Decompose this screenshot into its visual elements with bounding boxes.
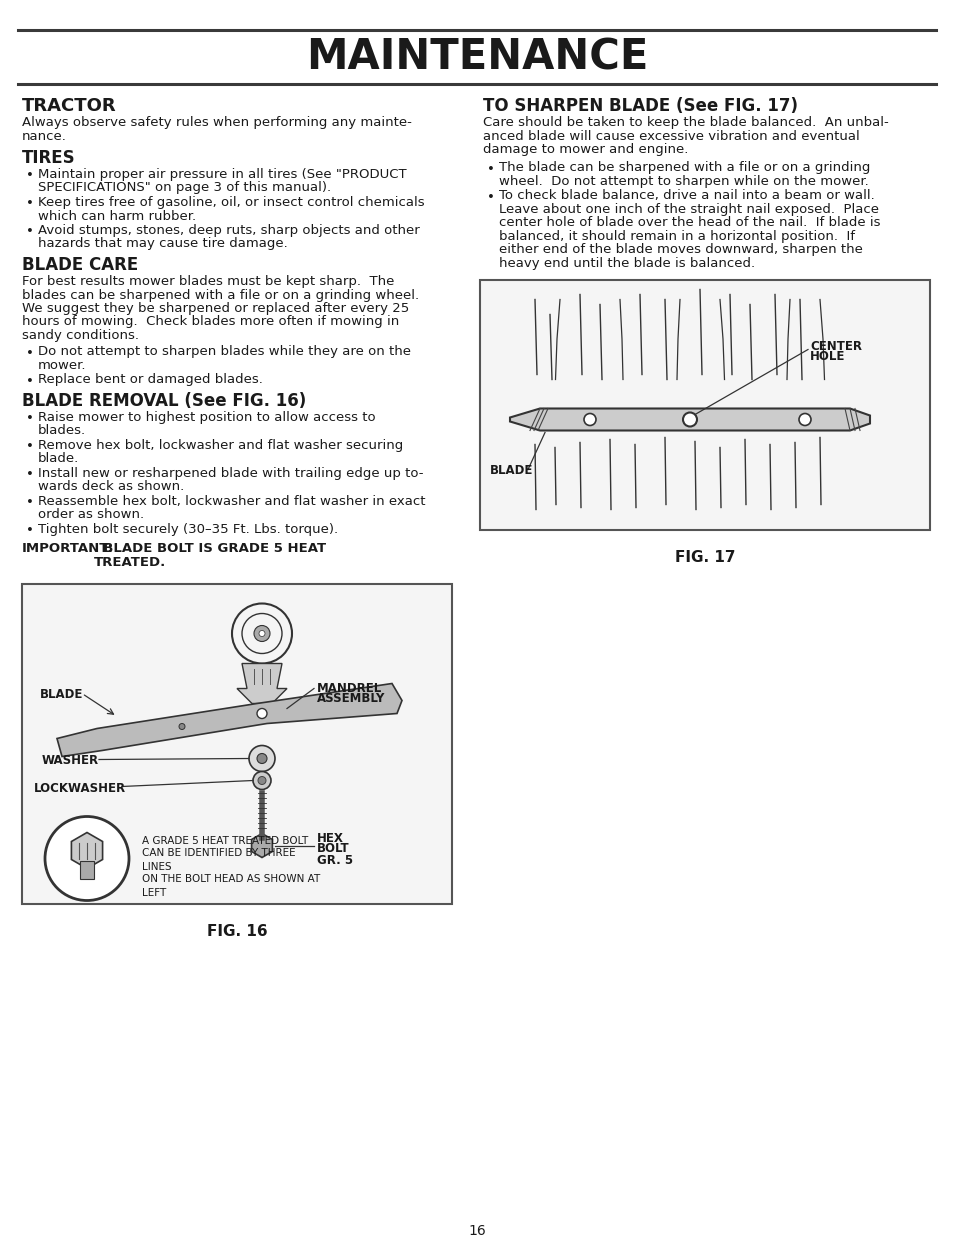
Circle shape	[799, 414, 810, 426]
Polygon shape	[57, 683, 401, 757]
Text: HEX: HEX	[316, 831, 343, 845]
Text: order as shown.: order as shown.	[38, 509, 144, 521]
Text: nance.: nance.	[22, 130, 67, 142]
Text: •: •	[26, 468, 34, 480]
Text: •: •	[26, 496, 34, 509]
Circle shape	[256, 753, 267, 763]
Text: Replace bent or damaged blades.: Replace bent or damaged blades.	[38, 373, 263, 387]
Text: TO SHARPEN BLADE (See FIG. 17): TO SHARPEN BLADE (See FIG. 17)	[482, 98, 797, 115]
Polygon shape	[236, 663, 287, 704]
Text: •: •	[26, 412, 34, 425]
Text: blade.: blade.	[38, 452, 79, 466]
Text: SPECIFICATIONS" on page 3 of this manual).: SPECIFICATIONS" on page 3 of this manual…	[38, 182, 331, 194]
Text: Keep tires free of gasoline, oil, or insect control chemicals: Keep tires free of gasoline, oil, or ins…	[38, 196, 424, 209]
Circle shape	[256, 709, 267, 719]
Text: Care should be taken to keep the blade balanced.  An unbal-: Care should be taken to keep the blade b…	[482, 116, 888, 128]
Text: wheel.  Do not attempt to sharpen while on the mower.: wheel. Do not attempt to sharpen while o…	[498, 175, 868, 188]
Polygon shape	[252, 834, 273, 857]
Text: 16: 16	[468, 1224, 485, 1235]
Text: MAINTENANCE: MAINTENANCE	[306, 37, 647, 79]
Circle shape	[253, 625, 270, 641]
Text: MANDREL: MANDREL	[316, 682, 382, 694]
Polygon shape	[510, 409, 869, 431]
Bar	[80, 861, 94, 878]
Text: BLADE: BLADE	[40, 688, 83, 701]
Text: either end of the blade moves downward, sharpen the: either end of the blade moves downward, …	[498, 243, 862, 257]
Text: Install new or resharpened blade with trailing edge up to-: Install new or resharpened blade with tr…	[38, 467, 423, 480]
Text: We suggest they be sharpened or replaced after every 25: We suggest they be sharpened or replaced…	[22, 303, 409, 315]
Circle shape	[583, 414, 596, 426]
Bar	[22, 583, 452, 904]
Text: BLADE CARE: BLADE CARE	[22, 256, 138, 274]
Text: LEFT: LEFT	[142, 888, 166, 898]
Text: Remove hex bolt, lockwasher and flat washer securing: Remove hex bolt, lockwasher and flat was…	[38, 438, 403, 452]
Text: •: •	[26, 524, 34, 537]
Text: The blade can be sharpened with a file or on a grinding: The blade can be sharpened with a file o…	[498, 162, 869, 174]
Polygon shape	[71, 832, 103, 868]
Text: •: •	[26, 198, 34, 210]
Circle shape	[249, 746, 274, 772]
Circle shape	[258, 631, 265, 636]
Text: FIG. 17: FIG. 17	[674, 550, 735, 564]
Text: BLADE BOLT IS GRADE 5 HEAT: BLADE BOLT IS GRADE 5 HEAT	[94, 542, 326, 556]
Text: CAN BE IDENTIFIED BY THREE: CAN BE IDENTIFIED BY THREE	[142, 848, 295, 858]
Text: GR. 5: GR. 5	[316, 853, 353, 867]
Circle shape	[45, 816, 129, 900]
Text: Leave about one inch of the straight nail exposed.  Place: Leave about one inch of the straight nai…	[498, 203, 878, 216]
Text: BLADE: BLADE	[490, 464, 533, 478]
Text: Tighten bolt securely (30–35 Ft. Lbs. torque).: Tighten bolt securely (30–35 Ft. Lbs. to…	[38, 522, 337, 536]
Text: WASHER: WASHER	[42, 753, 99, 767]
Circle shape	[253, 772, 271, 789]
Text: •: •	[26, 440, 34, 453]
Circle shape	[682, 412, 697, 426]
Circle shape	[683, 414, 696, 426]
Text: •: •	[26, 374, 34, 388]
Text: TIRES: TIRES	[22, 149, 75, 167]
Text: blades can be sharpened with a file or on a grinding wheel.: blades can be sharpened with a file or o…	[22, 289, 418, 301]
Text: sandy conditions.: sandy conditions.	[22, 329, 139, 342]
Text: blades.: blades.	[38, 425, 86, 437]
Text: Raise mower to highest position to allow access to: Raise mower to highest position to allow…	[38, 411, 375, 424]
Text: •: •	[486, 163, 495, 175]
Text: ASSEMBLY: ASSEMBLY	[316, 693, 385, 705]
Text: anced blade will cause excessive vibration and eventual: anced blade will cause excessive vibrati…	[482, 130, 859, 142]
Text: For best results mower blades must be kept sharp.  The: For best results mower blades must be ke…	[22, 275, 394, 288]
Text: TRACTOR: TRACTOR	[22, 98, 116, 115]
Text: which can harm rubber.: which can harm rubber.	[38, 210, 196, 222]
Text: •: •	[486, 190, 495, 204]
Text: LINES: LINES	[142, 862, 172, 872]
Text: mower.: mower.	[38, 359, 87, 372]
Text: To check blade balance, drive a nail into a beam or wall.: To check blade balance, drive a nail int…	[498, 189, 874, 203]
Text: heavy end until the blade is balanced.: heavy end until the blade is balanced.	[498, 257, 755, 270]
Text: CENTER: CENTER	[809, 340, 862, 352]
Text: A GRADE 5 HEAT TREATED BOLT: A GRADE 5 HEAT TREATED BOLT	[142, 836, 308, 846]
Text: Do not attempt to sharpen blades while they are on the: Do not attempt to sharpen blades while t…	[38, 346, 411, 358]
Text: •: •	[26, 169, 34, 182]
Text: Reassemble hex bolt, lockwasher and flat washer in exact: Reassemble hex bolt, lockwasher and flat…	[38, 495, 425, 508]
Text: hazards that may cause tire damage.: hazards that may cause tire damage.	[38, 237, 288, 251]
Text: FIG. 16: FIG. 16	[207, 924, 267, 939]
Text: ON THE BOLT HEAD AS SHOWN AT: ON THE BOLT HEAD AS SHOWN AT	[142, 874, 320, 884]
Text: hours of mowing.  Check blades more often if mowing in: hours of mowing. Check blades more often…	[22, 315, 399, 329]
Bar	[479, 279, 929, 530]
Text: wards deck as shown.: wards deck as shown.	[38, 480, 184, 494]
Text: LOCKWASHER: LOCKWASHER	[34, 782, 126, 794]
Text: BOLT: BOLT	[316, 842, 349, 856]
Text: damage to mower and engine.: damage to mower and engine.	[482, 143, 688, 156]
Text: TREATED.: TREATED.	[94, 556, 166, 569]
Text: center hole of blade over the head of the nail.  If blade is: center hole of blade over the head of th…	[498, 216, 880, 230]
Text: Always observe safety rules when performing any mainte-: Always observe safety rules when perform…	[22, 116, 412, 128]
Text: balanced, it should remain in a horizontal position.  If: balanced, it should remain in a horizont…	[498, 230, 854, 243]
Text: Avoid stumps, stones, deep ruts, sharp objects and other: Avoid stumps, stones, deep ruts, sharp o…	[38, 224, 419, 237]
Text: •: •	[26, 347, 34, 359]
Circle shape	[257, 777, 266, 784]
Text: HOLE: HOLE	[809, 351, 844, 363]
Text: BLADE REMOVAL (See FIG. 16): BLADE REMOVAL (See FIG. 16)	[22, 391, 306, 410]
Text: IMPORTANT:: IMPORTANT:	[22, 542, 113, 556]
Text: Maintain proper air pressure in all tires (See "PRODUCT: Maintain proper air pressure in all tire…	[38, 168, 406, 182]
Text: •: •	[26, 225, 34, 238]
Circle shape	[179, 724, 185, 730]
